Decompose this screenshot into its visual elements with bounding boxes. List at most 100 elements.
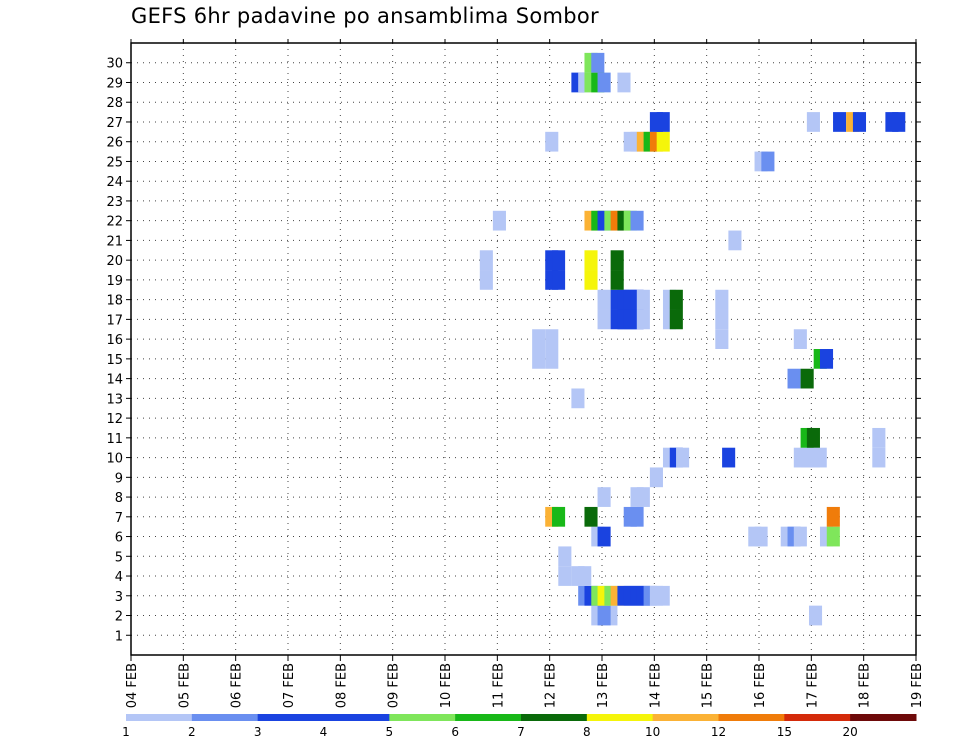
heatmap-cell [597,487,611,507]
heatmap-cell [728,230,742,251]
y-tick-label: 27 [106,116,123,131]
heatmap-cell [676,447,690,468]
heatmap-cell [617,72,631,93]
heatmap-cell [479,250,493,271]
legend-swatch [850,714,917,721]
heatmap-cell [649,467,663,488]
heatmap-cell [545,131,559,152]
heatmap-cell [610,270,624,290]
y-tick-label: 23 [106,195,123,210]
heatmap-cell [597,72,611,93]
legend-label: 7 [517,725,525,739]
y-tick-label: 3 [115,590,123,605]
legend-swatch [586,714,654,721]
heatmap-cell [656,112,670,132]
heatmap-cell [636,487,650,507]
y-tick-label: 30 [106,57,123,72]
heatmap-cell [852,112,867,132]
heatmap-cell [630,506,644,527]
x-tick-label: 05 FEB [177,663,192,708]
legend-label: 8 [583,725,591,739]
legend-swatch [455,714,522,721]
x-tick-label: 16 FEB [753,663,768,708]
y-tick-label: 12 [106,412,123,427]
heatmap-cell [597,309,611,330]
y-tick-label: 1 [115,629,123,644]
legend-label: 4 [320,725,328,739]
y-tick-label: 25 [106,155,123,170]
x-tick-label: 10 FEB [439,663,454,708]
heatmap-cell [793,526,807,547]
y-tick-label: 14 [106,373,123,388]
x-tick-label: 13 FEB [596,663,611,708]
heatmap-cell [656,131,670,152]
legend-label: 12 [711,725,726,739]
legend-label: 6 [451,725,459,739]
heatmap-cell [722,447,736,468]
x-tick-label: 12 FEB [544,663,559,708]
heatmap-cell [584,506,598,527]
legend-label: 1 [122,725,130,739]
heatmap-cell [872,427,886,448]
heatmap-cell [813,447,827,468]
legend-swatch [521,714,588,721]
heatmap-cell [800,368,814,389]
x-tick-label: 17 FEB [805,663,820,708]
legend-swatch [389,714,456,721]
heatmap-cell [578,566,592,586]
heatmap-cell [872,447,886,468]
heatmap-cell [636,289,650,310]
heatmap-cell [584,270,598,290]
y-tick-label: 16 [106,333,123,348]
heatmap-cell [806,112,820,132]
heatmap-cell [597,526,611,547]
heatmap-cell [819,349,834,369]
y-tick-label: 26 [106,136,123,151]
y-tick-label: 11 [106,432,123,447]
heatmap-cell [591,52,605,73]
heatmap-cell [793,329,807,349]
heatmap-cell [558,566,572,586]
y-tick-label: 21 [106,234,123,249]
x-tick-label: 06 FEB [230,663,245,708]
heatmap-cell [492,210,506,231]
heatmap-cell [479,270,493,290]
x-tick-label: 15 FEB [701,663,716,708]
legend-swatch [718,714,785,721]
legend-label: 3 [254,725,262,739]
heatmap-cell [669,309,683,330]
y-tick-label: 17 [106,313,123,328]
legend-swatch [784,714,851,721]
heatmap-cell [610,250,624,271]
x-tick-label: 04 FEB [125,663,140,708]
heatmap-cell [532,329,546,349]
heatmap-cell [571,388,585,409]
heatmap-cell [892,112,906,132]
heatmap-cell [754,526,768,547]
y-tick-label: 24 [106,175,123,190]
heatmap-cell [715,309,729,330]
heatmap-cell [552,270,566,290]
legend-swatch [257,714,324,721]
heatmap-cell [532,349,546,369]
plot-frame [130,42,917,656]
heatmap-cell [833,112,847,132]
heatmap-cell [597,289,611,310]
legend-swatch [126,714,193,721]
heatmap-cell [630,210,644,231]
heatmap-cell [636,309,650,330]
y-tick-label: 28 [106,96,123,111]
heatmap-cell [545,349,559,369]
heatmap-cell [826,506,840,527]
legend-label: 10 [645,725,660,739]
x-tick-label: 07 FEB [282,663,297,708]
y-tick-label: 9 [115,471,123,486]
chart-title: GEFS 6hr padavine po ansamblima Sombor [131,4,599,28]
y-tick-label: 5 [115,550,123,565]
y-tick-label: 6 [115,531,123,546]
heatmap-cell [552,506,566,527]
x-tick-label: 08 FEB [334,663,349,708]
heatmap-cell [669,289,683,310]
legend-label: 2 [188,725,196,739]
